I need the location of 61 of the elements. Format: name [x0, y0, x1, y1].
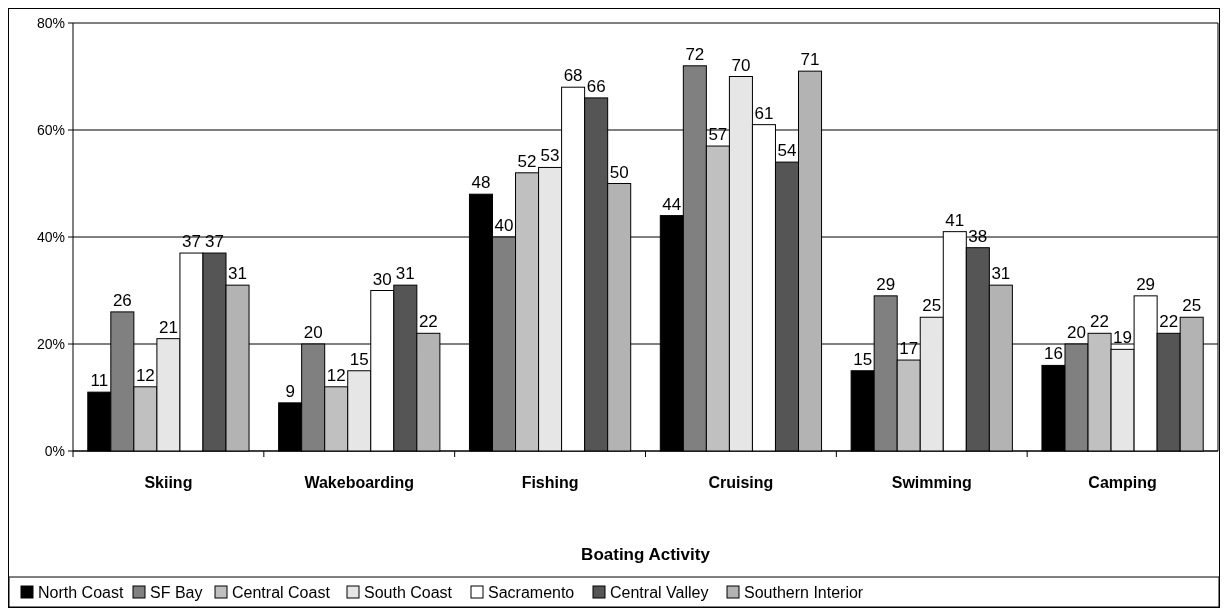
data-label: 12 — [135, 365, 155, 385]
data-label: 53 — [540, 146, 560, 166]
data-label: 22 — [1159, 312, 1179, 332]
x-tick-label: Skiing — [144, 474, 193, 491]
data-label: 25 — [922, 296, 942, 316]
data-label: 15 — [853, 349, 873, 369]
legend-label: Sacramento — [488, 583, 575, 601]
data-label: 20 — [1067, 323, 1086, 342]
data-label: 71 — [800, 50, 820, 70]
data-label: 50 — [609, 162, 629, 182]
x-tick-label: Wakeboarding — [304, 474, 415, 491]
data-label: 17 — [899, 339, 919, 359]
legend-label: Southern Interior — [744, 583, 864, 601]
data-label: 19 — [1113, 328, 1133, 348]
x-axis-title: Boating Activity — [581, 545, 711, 564]
data-label: 22 — [418, 312, 438, 332]
data-label: 52 — [517, 151, 537, 171]
data-label: 11 — [90, 371, 109, 391]
data-label: 70 — [731, 55, 751, 75]
data-label: 44 — [662, 194, 682, 214]
data-label: 16 — [1044, 344, 1063, 364]
y-tick-label: 80% — [36, 14, 65, 31]
data-label: 66 — [586, 76, 606, 96]
data-label: 21 — [158, 317, 178, 337]
y-tick-label: 0% — [44, 442, 65, 459]
data-label: 37 — [181, 232, 201, 252]
y-tick-label: 40% — [36, 228, 65, 245]
y-tick-label: 20% — [36, 335, 65, 352]
data-label: 12 — [326, 365, 346, 385]
data-label: 20 — [303, 323, 323, 342]
data-label: 40 — [494, 216, 514, 235]
data-label: 68 — [563, 66, 583, 86]
data-label: 31 — [395, 264, 415, 284]
data-label: 31 — [991, 264, 1011, 284]
data-label: 29 — [876, 274, 896, 294]
data-label: 37 — [205, 232, 224, 252]
data-label: 57 — [708, 125, 728, 145]
y-tick-label: 60% — [36, 121, 65, 138]
legend-label: South Coast — [364, 583, 453, 601]
data-label: 22 — [1090, 312, 1110, 332]
data-label: 41 — [945, 210, 965, 230]
data-label: 48 — [471, 173, 491, 193]
data-label: 31 — [228, 264, 247, 284]
x-tick-label: Swimming — [891, 474, 972, 491]
legend-label: North Coast — [38, 583, 124, 601]
legend-label: Central Coast — [232, 583, 331, 601]
data-label: 54 — [777, 141, 797, 161]
data-label: 25 — [1182, 296, 1202, 316]
data-label: 29 — [1136, 274, 1156, 294]
data-label: 72 — [685, 44, 705, 64]
x-tick-label: Camping — [1088, 474, 1157, 491]
data-label: 9 — [285, 381, 295, 401]
x-tick-label: Fishing — [521, 474, 579, 491]
x-tick-label: Cruising — [708, 474, 774, 491]
data-label: 38 — [968, 226, 988, 246]
legend-label: Central Valley — [610, 583, 709, 601]
data-label: 26 — [112, 290, 132, 310]
data-label: 30 — [372, 269, 392, 289]
legend-label: SF Bay — [150, 583, 203, 601]
data-label: 61 — [754, 103, 774, 123]
data-label: 15 — [349, 349, 369, 369]
